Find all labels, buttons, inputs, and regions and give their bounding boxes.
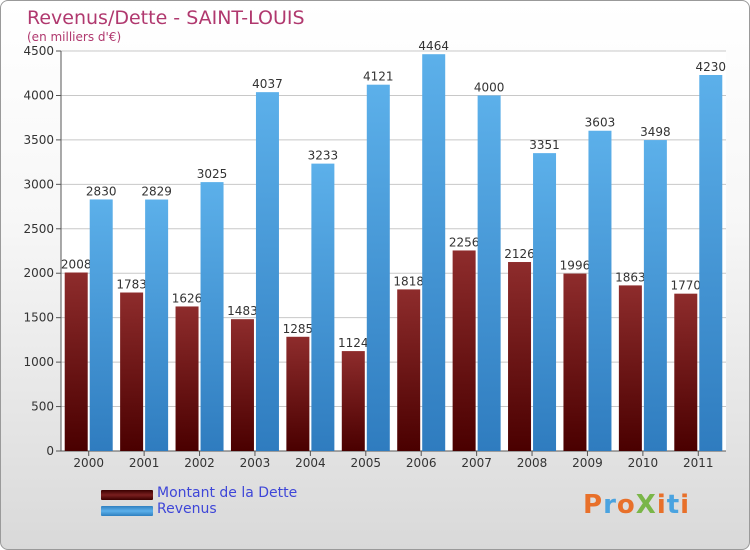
logo-letter: P <box>583 490 604 520</box>
y-tick-label: 2500 <box>23 222 54 236</box>
logo-letter: X <box>635 490 657 520</box>
data-label: 3025 <box>197 167 228 181</box>
logo-letter: o <box>616 490 636 520</box>
bar-dette <box>508 262 532 451</box>
y-tick-label: 3500 <box>23 133 54 147</box>
y-tick-label: 3000 <box>23 177 54 191</box>
data-label: 2008 <box>61 258 92 272</box>
bar-revenus <box>200 182 224 451</box>
x-tick-label: 2005 <box>351 456 382 470</box>
bar-dette <box>120 292 144 451</box>
data-label: 1285 <box>283 322 314 336</box>
data-label: 4121 <box>363 70 394 84</box>
chart-subtitle: (en milliers d'€) <box>27 30 122 44</box>
data-label: 3351 <box>529 138 560 152</box>
x-tick-label: 2002 <box>184 456 215 470</box>
data-label: 4230 <box>696 60 727 74</box>
bar-dette <box>618 285 642 451</box>
logo-letter: t <box>666 490 681 520</box>
y-tick-label: 0 <box>46 444 54 458</box>
x-tick-label: 2001 <box>129 456 160 470</box>
x-tick-label: 2008 <box>517 456 548 470</box>
y-tick-label: 500 <box>31 400 54 414</box>
y-tick-label: 1000 <box>23 355 54 369</box>
data-label: 2126 <box>504 247 535 261</box>
data-label: 1996 <box>560 259 591 273</box>
data-label: 1783 <box>116 278 147 292</box>
data-label: 4464 <box>418 39 449 53</box>
x-tick-label: 2011 <box>683 456 714 470</box>
data-label: 1863 <box>615 270 646 284</box>
bar-revenus <box>145 199 169 451</box>
data-label: 2830 <box>86 184 117 198</box>
data-label: 3233 <box>308 149 339 163</box>
bar-dette <box>175 306 199 451</box>
bar-revenus <box>89 199 113 451</box>
y-tick-label: 2000 <box>23 266 54 280</box>
bar-dette <box>230 319 254 451</box>
data-label: 4037 <box>252 77 283 91</box>
data-label: 4000 <box>474 80 505 94</box>
legend-swatch-dette <box>101 490 153 500</box>
data-label: 2256 <box>449 235 480 249</box>
bar-revenus <box>588 130 612 451</box>
bar-revenus <box>422 54 446 451</box>
legend-swatch-revenus <box>101 506 153 516</box>
proxiti-logo: ProXiti <box>583 490 690 520</box>
bar-revenus <box>477 95 501 451</box>
logo-letter: r <box>603 490 617 520</box>
legend-label-revenus: Revenus <box>157 501 217 517</box>
chart-title: Revenus/Dette - SAINT-LOUIS <box>27 7 305 29</box>
data-label: 3603 <box>585 116 616 130</box>
data-label: 3498 <box>640 125 671 139</box>
bar-dette <box>397 289 421 451</box>
bar-revenus <box>311 163 335 451</box>
x-tick-label: 2009 <box>572 456 603 470</box>
data-label: 1818 <box>393 274 424 288</box>
logo-letter: i <box>656 490 667 520</box>
y-tick-label: 4000 <box>23 88 54 102</box>
bar-revenus <box>643 140 667 452</box>
x-tick-label: 2006 <box>406 456 437 470</box>
data-label: 1626 <box>172 291 203 305</box>
bar-revenus <box>255 92 279 452</box>
x-tick-label: 2003 <box>240 456 271 470</box>
x-tick-label: 2000 <box>73 456 104 470</box>
bar-dette <box>452 250 476 451</box>
bar-dette <box>286 336 310 451</box>
plot-area <box>61 51 726 451</box>
logo-letter: i <box>680 490 691 520</box>
y-tick-label: 4500 <box>23 44 54 58</box>
data-label: 2829 <box>141 185 172 199</box>
bar-dette <box>674 293 698 451</box>
legend-label-dette: Montant de la Dette <box>157 485 298 501</box>
bar-revenus <box>699 75 723 451</box>
x-tick-label: 2007 <box>461 456 492 470</box>
bar-dette <box>563 273 587 451</box>
data-label: 1483 <box>227 304 258 318</box>
y-tick-label: 1500 <box>23 311 54 325</box>
x-tick-label: 2004 <box>295 456 326 470</box>
data-label: 1770 <box>671 279 702 293</box>
x-tick-label: 2010 <box>628 456 659 470</box>
bar-dette <box>64 272 88 451</box>
bar-dette <box>341 351 365 451</box>
bar-revenus <box>366 84 390 451</box>
data-label: 1124 <box>338 336 369 350</box>
bar-revenus <box>533 153 557 451</box>
